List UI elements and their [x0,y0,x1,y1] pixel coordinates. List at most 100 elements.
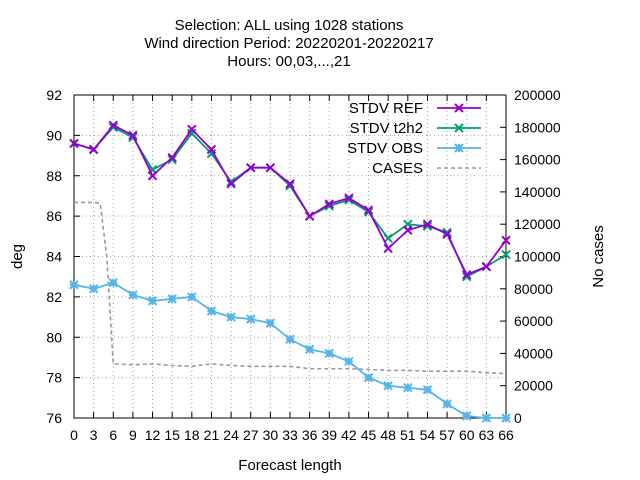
y2-tick-label: 180000 [514,119,561,135]
data-point [187,124,197,135]
x-tick-label: 3 [90,427,98,443]
legend-item: STDV REF [349,100,481,117]
legend-label: STDV OBS [347,140,423,157]
data-point [88,284,99,294]
legend-label: STDV REF [349,100,423,117]
legend-item: CASES [372,160,481,177]
series-stdv-ref [69,120,511,280]
x-tick-label: 15 [164,427,180,443]
y2-tick-label: 160000 [514,152,561,168]
y-tick-label: 84 [46,249,62,265]
data-point [481,413,492,423]
x-tick-label: 54 [420,427,436,443]
x-tick-label: 39 [321,427,337,443]
data-point [363,205,374,215]
data-point [403,225,413,235]
data-point [147,171,158,181]
x-tick-label: 0 [70,427,78,443]
data-point [147,296,158,306]
x-tick-label: 51 [400,427,416,443]
data-point [167,154,177,165]
data-point [422,221,433,231]
title-line: Wind direction Period: 20220201-20220217 [144,35,433,52]
x-tick-label: 9 [129,427,137,443]
series-line [73,126,507,278]
legend-item: STDV t2h2 [350,120,481,137]
data-point [501,235,511,246]
data-point [481,261,492,272]
data-point [285,334,295,344]
data-point [344,195,354,205]
x-tick-label: 24 [223,427,239,443]
data-point [383,243,393,254]
y-tick-label: 92 [46,87,62,103]
data-point [324,348,334,359]
data-point [108,278,118,288]
data-point [383,380,393,391]
legend-item: STDV OBS [347,140,481,157]
x-axis: 0 3 6 9 12 15 18 21 24 27 30 33 36 39 42 45 48 51 54 57 60 63… [70,95,514,443]
data-point [206,144,217,155]
data-point [462,411,472,421]
y2-tick-label: 80000 [514,281,553,297]
data-point [344,356,354,367]
data-point [501,249,511,260]
data-point [304,344,315,355]
data-point [206,306,217,316]
series-cases [74,201,507,375]
x-tick-label: 48 [380,427,396,443]
data-point [422,385,433,395]
data-point [226,179,236,189]
y-tick-label: 80 [46,329,62,345]
legend-marker [454,143,464,153]
x-tick-label: 60 [459,427,475,443]
x-tick-label: 63 [479,427,495,443]
y-axis: 76 78 80 82 84 86 88 90 92 [46,87,80,426]
x-tick-label: 12 [145,427,161,443]
x-tick-label: 21 [204,427,220,443]
data-point [363,372,374,383]
x-tick-label: 27 [243,427,259,443]
data-point [265,318,276,328]
y-tick-label: 76 [46,410,62,426]
data-point [403,383,413,393]
series-stdv-t2h2 [69,122,511,282]
data-point [246,162,256,173]
x-tick-label: 18 [184,427,200,443]
y-tick-label: 78 [46,370,62,386]
data-point [442,229,452,240]
data-point [501,413,511,423]
y2-tick-label: 60000 [514,313,553,329]
y-tick-label: 82 [46,289,62,305]
x-axis-label: Forecast length [238,457,341,474]
title-line: Hours: 00,03,...,21 [227,53,350,70]
y2-tick-label: 100000 [514,249,561,265]
title-line: Selection: ALL using 1028 stations [175,17,404,34]
x-tick-label: 42 [341,427,357,443]
y2-tick-label: 40000 [514,345,553,361]
data-point [88,144,99,155]
data-point [344,193,354,203]
data-point [187,292,197,302]
data-point [167,152,177,163]
y2-tick-label: 120000 [514,216,561,232]
y2-axis: 0 20000 40000 60000 80000 100000 120000 140000 1… [500,87,561,426]
x-tick-label: 30 [263,427,279,443]
x-tick-label: 33 [282,427,298,443]
legend-marker [454,123,464,133]
data-point [285,179,295,189]
data-point [167,294,177,304]
data-point [226,312,236,322]
data-point [304,211,315,221]
data-point [383,233,393,244]
y2-tick-label: 140000 [514,184,561,200]
data-point [462,269,472,280]
x-tick-label: 57 [439,427,455,443]
y2-axis-label: No cases [590,225,607,288]
y-tick-label: 90 [46,127,62,143]
data-point [442,399,452,409]
x-tick-label: 66 [498,427,514,443]
data-point [265,162,276,173]
y-tick-label: 86 [46,208,62,224]
